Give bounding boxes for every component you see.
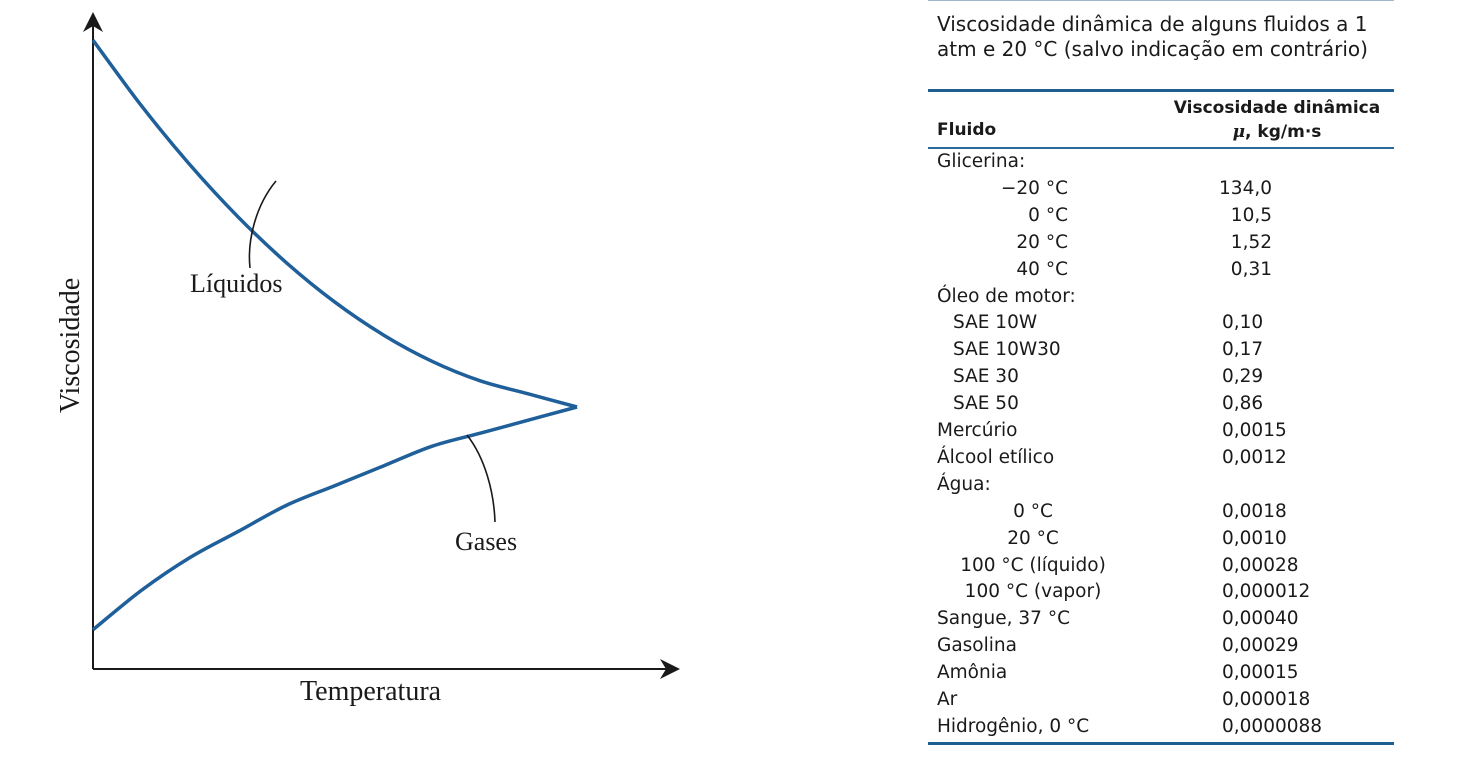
- table-row: −20 °C 134,0: [928, 175, 1394, 202]
- viscosity-value: 0,0018: [1222, 500, 1287, 522]
- liquids-label: Líquidos: [190, 269, 282, 298]
- table-row: Hidrogênio, 0 °C 0,0000088: [928, 713, 1394, 740]
- fluid-name: Óleo de motor:: [937, 285, 1076, 307]
- table-row: Glicerina:: [928, 148, 1394, 175]
- table-header-top-rule: [928, 89, 1394, 92]
- table-row: 40 °C 0,31: [928, 256, 1394, 283]
- table-row: Amônia 0,00015: [928, 659, 1394, 686]
- viscosity-value: 0,29: [1222, 366, 1264, 388]
- fluid-name: 0 °C: [1028, 204, 1068, 226]
- viscosity-value: 134,0: [1219, 177, 1272, 199]
- viscosity-value: 0,000018: [1222, 689, 1311, 710]
- viscosity-value: 0,17: [1222, 339, 1264, 361]
- fluid-name: SAE 10W: [953, 312, 1038, 334]
- fluid-name: 100 °C (líquido): [960, 554, 1106, 576]
- header-viscosity-unit: , kg/m·s: [1245, 122, 1322, 142]
- table-row: Ar 0,000018: [928, 686, 1394, 713]
- fluid-name: Água:: [937, 473, 991, 495]
- viscosity-value: 0,00029: [1222, 635, 1299, 657]
- liquids-curve: [91, 39, 578, 409]
- fluid-name: Glicerina:: [937, 151, 1026, 172]
- y-axis-label: Viscosidade: [55, 278, 86, 413]
- table-row: Sangue, 37 °C 0,00040: [928, 605, 1394, 632]
- fluid-name: Ar: [937, 689, 958, 710]
- table-row: SAE 50 0,86: [928, 390, 1394, 417]
- viscosity-value: 0,0010: [1222, 527, 1287, 549]
- viscosity-value: 0,0012: [1222, 446, 1287, 468]
- viscosity-value: 1,52: [1230, 231, 1272, 253]
- fluid-name: Álcool etílico: [937, 446, 1055, 468]
- table-row: 20 °C 0,0010: [928, 525, 1394, 552]
- table-row: 100 °C (vapor) 0,000012: [928, 578, 1394, 605]
- fluid-name: Sangue, 37 °C: [937, 608, 1071, 630]
- x-axis-label: Temperatura: [300, 676, 442, 707]
- header-viscosity-title: Viscosidade dinâmica: [1173, 98, 1381, 118]
- fluid-name: SAE 10W30: [953, 339, 1061, 361]
- viscosity-value: 0,00040: [1222, 608, 1299, 630]
- table-row: Gasolina 0,00029: [928, 632, 1394, 659]
- table-caption: Viscosidade dinâmica de alguns fluidos a…: [937, 12, 1368, 61]
- viscosity-value: 0,86: [1222, 393, 1264, 415]
- viscosity-value: 0,000012: [1222, 581, 1311, 603]
- mu-symbol: μ: [1232, 122, 1246, 142]
- gases-leader-line: [466, 434, 496, 523]
- fluid-name: 100 °C (vapor): [964, 581, 1102, 603]
- viscosity-value: 0,0000088: [1222, 715, 1323, 737]
- fluid-name: 20 °C: [1016, 231, 1068, 253]
- fluid-name: 0 °C: [1013, 500, 1053, 522]
- viscosity-value: 0,00028: [1222, 554, 1299, 576]
- fluid-name: SAE 50: [953, 393, 1019, 415]
- fluid-name: Gasolina: [937, 635, 1017, 657]
- header-viscosity: Viscosidade dinâmica μ, kg/m·s: [1168, 96, 1386, 144]
- fluid-name: Hidrogênio, 0 °C: [937, 715, 1090, 737]
- table-row: SAE 30 0,29: [928, 363, 1394, 390]
- table-row: SAE 10W 0,10: [928, 309, 1394, 336]
- header-viscosity-unit-line: μ, kg/m·s: [1168, 120, 1386, 144]
- viscosity-value: 10,5: [1230, 204, 1272, 226]
- viscosity-value: 0,10: [1222, 312, 1264, 334]
- table-row: 100 °C (líquido) 0,00028: [928, 552, 1394, 579]
- table-row: Água:: [928, 471, 1394, 498]
- table-row: Óleo de motor:: [928, 283, 1394, 310]
- table-top-rule: [928, 0, 1394, 1]
- fluid-name: Amônia: [937, 662, 1008, 684]
- table-row: Álcool etílico 0,0012: [928, 444, 1394, 471]
- table-row: 0 °C 10,5: [928, 202, 1394, 229]
- fluid-name: 40 °C: [1016, 258, 1068, 280]
- liquids-leader-line: [248, 180, 277, 269]
- viscosity-value: 0,00015: [1222, 662, 1299, 684]
- fluid-name: SAE 30: [953, 366, 1019, 388]
- table-row: SAE 10W30 0,17: [928, 336, 1394, 363]
- viscosity-chart: Líquidos Gases Temperatura Viscosidade: [55, 12, 680, 707]
- table-row: Mercúrio 0,0015: [928, 417, 1394, 444]
- header-fluid: Fluido: [937, 120, 997, 140]
- fluid-name: Mercúrio: [937, 420, 1018, 441]
- table-header-bottom-rule: [928, 147, 1394, 149]
- fluid-name: −20 °C: [1000, 177, 1068, 199]
- table-row: 20 °C 1,52: [928, 229, 1394, 256]
- table-bottom-rule: [928, 742, 1394, 745]
- gases-label: Gases: [455, 527, 517, 556]
- fluid-name: 20 °C: [1007, 527, 1059, 549]
- gases-curve: [91, 405, 578, 632]
- viscosity-value: 0,31: [1230, 258, 1272, 280]
- table-row: 0 °C 0,0018: [928, 498, 1394, 525]
- viscosity-value: 0,0015: [1222, 420, 1287, 441]
